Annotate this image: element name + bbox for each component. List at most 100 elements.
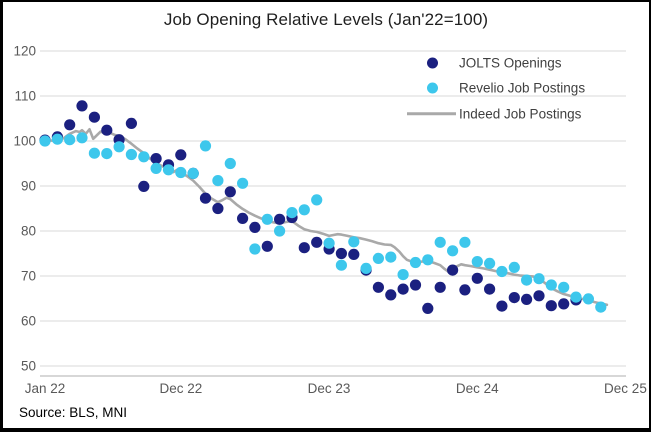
legend-label-revelio: Revelio Job Postings	[459, 80, 586, 96]
x-axis-label: Dec 23	[308, 381, 351, 396]
y-axis-label: 60	[21, 314, 36, 329]
revelio-dot	[298, 204, 310, 216]
jolts-dot	[459, 284, 471, 296]
revelio-dot	[422, 254, 434, 266]
jolts-dot	[521, 293, 533, 305]
jolts-dot	[274, 213, 286, 225]
revelio-dot	[249, 243, 261, 255]
legend-label-jolts: JOLTS Openings	[459, 55, 562, 71]
revelio-dot	[397, 269, 409, 281]
jolts-dot	[496, 300, 508, 312]
revelio-dot	[150, 162, 162, 174]
revelio-dot	[88, 147, 100, 159]
revelio-dot	[496, 265, 508, 278]
jolts-dot	[199, 192, 212, 204]
revelio-dot	[570, 291, 582, 303]
jolts-dot	[298, 242, 310, 254]
jolts-dot	[335, 247, 347, 260]
revelio-dot	[459, 236, 471, 248]
jolts-dot	[397, 283, 409, 295]
jolts-dot	[422, 302, 434, 314]
source-note: Source: BLS, MNI	[19, 405, 128, 420]
revelio-dot	[484, 257, 496, 269]
legend-row-indeed: Indeed Job Postings	[404, 101, 614, 127]
revelio-dot	[385, 251, 397, 263]
y-axis-label: 120	[13, 44, 36, 59]
revelio-dot	[39, 135, 51, 147]
revelio-dot	[138, 151, 150, 163]
jolts-dot	[484, 283, 496, 295]
y-axis-label: 90	[21, 179, 36, 194]
revelio-dot	[372, 252, 384, 264]
revelio-dot	[545, 279, 557, 291]
revelio-marker-icon	[427, 82, 438, 94]
x-axis-label: Dec 25	[604, 381, 647, 396]
jolts-dot	[76, 100, 88, 112]
indeed-line-marker-icon	[407, 112, 456, 116]
revelio-dot	[521, 274, 533, 286]
jolts-dot	[348, 248, 360, 260]
jolts-dot	[125, 117, 137, 129]
revelio-dot	[162, 164, 175, 176]
jolts-dot	[224, 186, 236, 198]
revelio-dot	[323, 237, 335, 249]
jolts-dot	[385, 289, 397, 301]
y-axis-label: 110	[14, 89, 36, 104]
revelio-dot	[533, 273, 545, 285]
revelio-dot	[187, 167, 199, 179]
revelio-dot	[261, 213, 273, 225]
revelio-dot	[274, 225, 286, 237]
jolts-dot	[447, 264, 459, 276]
revelio-dot	[175, 166, 187, 179]
legend-label-indeed: Indeed Job Postings	[459, 106, 582, 122]
jolts-dot	[64, 119, 76, 131]
revelio-dot	[471, 256, 483, 268]
jolts-dot	[558, 298, 570, 310]
jolts-dot	[311, 236, 323, 248]
jolts-dot	[409, 279, 422, 291]
revelio-dot	[409, 256, 422, 269]
revelio-dot	[447, 245, 459, 257]
revelio-dot	[348, 236, 360, 248]
jolts-dot	[471, 272, 483, 284]
revelio-dot	[51, 133, 64, 145]
revelio-dot	[360, 262, 372, 274]
jolts-dot	[372, 281, 384, 293]
x-axis-label: Jan 22	[25, 381, 66, 396]
revelio-dot	[224, 157, 236, 170]
y-axis-label: 70	[21, 269, 36, 284]
revelio-dot	[434, 236, 446, 248]
y-axis-label: 80	[21, 224, 36, 239]
jolts-dot	[175, 149, 187, 161]
jolts-marker-icon	[427, 57, 438, 69]
legend-row-jolts: JOLTS Openings	[404, 50, 614, 76]
jolts-dot	[88, 111, 100, 123]
jolts-dot	[533, 290, 545, 302]
jolts-dot	[101, 124, 113, 136]
revelio-dot	[311, 194, 323, 206]
revelio-dot	[125, 148, 137, 161]
jolts-dot	[545, 300, 557, 312]
revelio-dot	[335, 259, 347, 271]
revelio-dot	[76, 132, 88, 144]
plot-svg: 120 110 100 90 80 70 60 50 Jan 22 Dec 22 Dec 23 Dec…	[13, 44, 647, 397]
y-axis-label: 100	[13, 134, 36, 149]
x-axis-label: Dec 22	[159, 381, 202, 396]
chart-title: Job Opening Relative Levels (Jan'22=100)	[163, 10, 489, 29]
revelio-dot	[199, 140, 212, 152]
revelio-dot	[237, 177, 249, 189]
jolts-dot	[508, 292, 520, 304]
revelio-dot	[64, 134, 76, 146]
y-axis-label: 50	[21, 359, 36, 374]
legend: JOLTS Openings Revelio Job Postings Inde…	[404, 50, 614, 127]
jolts-dot	[261, 240, 273, 252]
revelio-dot	[595, 301, 607, 313]
revelio-dot	[558, 281, 570, 293]
revelio-dot	[508, 261, 520, 273]
jolts-dot	[150, 153, 162, 165]
revelio-dot	[212, 175, 224, 187]
jolts-dot	[138, 180, 150, 192]
x-axis-label: Dec 24	[456, 381, 499, 396]
jolts-dot	[237, 212, 249, 224]
